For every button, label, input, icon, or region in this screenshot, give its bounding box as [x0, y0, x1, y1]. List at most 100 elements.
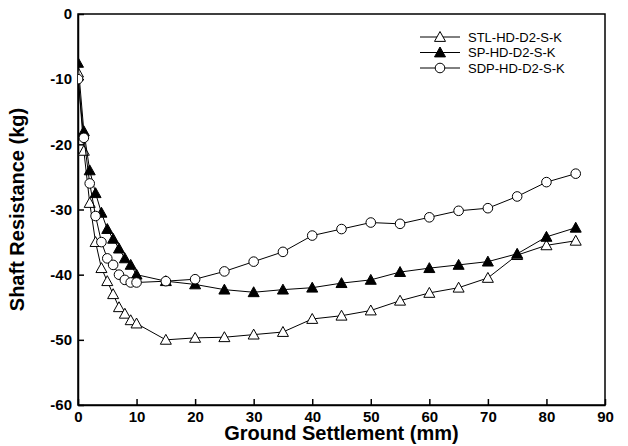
legend-marker	[435, 32, 446, 42]
y-tick-label: -10	[50, 70, 72, 87]
point	[365, 274, 376, 284]
point	[337, 224, 347, 234]
point	[108, 260, 118, 270]
x-axis-title: Ground Settlement (mm)	[224, 422, 458, 444]
x-tick: 70	[480, 399, 497, 425]
point	[541, 231, 552, 241]
point	[512, 192, 522, 202]
point	[454, 206, 464, 216]
y-tick-label: -50	[50, 331, 72, 348]
point	[220, 267, 230, 277]
point	[249, 257, 259, 267]
point	[453, 282, 464, 292]
point	[248, 329, 259, 339]
legend-label: SP-HD-D2-S-K	[468, 45, 556, 60]
point	[278, 247, 288, 257]
x-tick: 20	[187, 399, 204, 425]
point	[542, 177, 552, 187]
x-tick: 10	[129, 399, 146, 425]
point	[119, 308, 130, 318]
point	[108, 233, 119, 243]
y-tick: -40	[50, 266, 84, 283]
point	[248, 287, 259, 297]
x-tick-mark	[312, 399, 314, 405]
point	[190, 274, 200, 284]
point	[113, 243, 124, 253]
point	[336, 278, 347, 288]
point	[219, 284, 230, 294]
point	[425, 213, 435, 223]
point	[96, 263, 107, 273]
series-line	[78, 73, 576, 340]
series-line	[78, 63, 576, 292]
x-tick-mark	[371, 399, 373, 405]
plot-area	[78, 57, 581, 344]
point	[307, 282, 318, 292]
point	[336, 310, 347, 320]
y-tick-label: -40	[50, 266, 72, 283]
legend-marker	[435, 63, 445, 73]
chart: 0102030405060708090-60-50-40-30-20-100Gr…	[0, 0, 628, 446]
point	[85, 179, 95, 189]
y-axis: -60 -50 -40 -30 -20 -10 0	[50, 5, 84, 413]
plot-frame	[78, 14, 605, 405]
point	[307, 231, 317, 241]
point	[482, 256, 493, 266]
point	[78, 74, 83, 84]
legend-marker	[435, 47, 446, 57]
x-tick: 40	[304, 399, 321, 425]
y-tick-mark	[78, 340, 84, 342]
point	[102, 224, 113, 234]
legend: STL-HD-D2-S-KSP-HD-D2-S-KSDP-HD-D2-S-K	[420, 30, 565, 76]
point	[78, 57, 84, 67]
y-tick-label: -20	[50, 136, 72, 153]
y-tick-label: -30	[50, 201, 72, 218]
x-tick-label: 70	[480, 408, 497, 425]
x-tick-label: 10	[129, 408, 146, 425]
x-tick-label: 0	[74, 408, 82, 425]
point	[395, 267, 406, 277]
y-tick-label: -60	[50, 396, 72, 413]
point	[395, 219, 405, 229]
point	[512, 248, 523, 258]
point	[161, 276, 171, 286]
point	[160, 276, 171, 286]
x-tick-mark	[546, 399, 548, 405]
point	[91, 211, 101, 221]
point	[307, 313, 318, 323]
point	[190, 332, 201, 342]
x-tick-mark	[488, 399, 490, 405]
x-tick-label: 80	[539, 408, 556, 425]
x-tick-mark	[195, 399, 197, 405]
x-tick: 30	[246, 399, 263, 425]
x-tick-label: 20	[187, 408, 204, 425]
point	[119, 253, 130, 263]
y-tick-mark	[78, 209, 84, 211]
x-tick: 50	[363, 399, 380, 425]
point	[570, 235, 581, 245]
point	[97, 237, 107, 247]
point	[365, 305, 376, 315]
point	[424, 287, 435, 297]
x-tick: 80	[539, 399, 556, 425]
point	[79, 133, 89, 143]
point	[132, 278, 142, 288]
y-tick: -30	[50, 201, 84, 218]
legend-label: SDP-HD-D2-S-K	[468, 61, 565, 76]
point	[219, 332, 230, 342]
series-line	[78, 79, 576, 282]
point	[453, 259, 464, 269]
x-tick-mark	[253, 399, 255, 405]
point	[84, 165, 95, 175]
x-tick-mark	[429, 399, 431, 405]
x-tick-label: 90	[597, 408, 614, 425]
x-tick-mark	[136, 399, 138, 405]
point	[277, 327, 288, 337]
point	[113, 302, 124, 312]
y-tick-label: 0	[64, 5, 72, 22]
point	[482, 272, 493, 282]
point	[277, 284, 288, 294]
y-tick: -50	[50, 331, 84, 348]
point	[483, 203, 493, 213]
point	[108, 289, 119, 299]
